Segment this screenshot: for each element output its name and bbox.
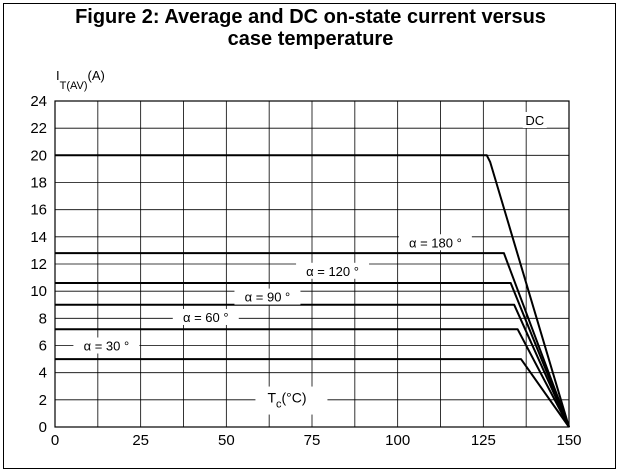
x-tick-label: 0 <box>51 432 59 449</box>
x-axis-label-bg <box>255 386 328 415</box>
series-line-0 <box>55 154 570 428</box>
annotation-bg <box>398 234 472 251</box>
x-axis-label-main: T <box>267 390 276 406</box>
series-line-5 <box>55 358 570 428</box>
figure-title-line-1: Figure 2: Average and DC on-state curren… <box>75 6 546 28</box>
y-tick-label: 2 <box>39 392 47 409</box>
annotation-label: α = 30 ° <box>84 339 130 354</box>
x-tick-label: 100 <box>385 432 410 449</box>
annotation-label: α = 90 ° <box>245 290 291 305</box>
x-axis-label: Tc(°C) <box>267 390 306 411</box>
y-tick-label: 0 <box>39 419 47 436</box>
y-axis-label-unit: (A) <box>88 68 105 83</box>
x-tick-label: 75 <box>304 432 321 449</box>
annotation-label: α = 180 ° <box>409 235 462 250</box>
figure-title-line-2: case temperature <box>227 28 394 50</box>
series-line-2 <box>55 282 570 428</box>
axis-labels: IT(AV)(A) <box>56 68 105 92</box>
x-axis-label-sub: c <box>276 399 282 411</box>
series-lines <box>55 154 570 428</box>
y-tick-label: 24 <box>30 93 47 110</box>
y-tick-label: 22 <box>30 120 47 137</box>
y-tick-label: 4 <box>39 365 47 382</box>
y-axis-label: IT(AV)(A) <box>56 68 105 92</box>
y-tick-label: 6 <box>39 338 47 355</box>
plot-border <box>54 100 570 428</box>
y-tick-label: 18 <box>30 175 47 192</box>
series-line-3 <box>55 303 570 428</box>
annotation-bg <box>522 112 547 129</box>
annotation-bg <box>73 337 140 354</box>
y-tick-label: 16 <box>30 202 47 219</box>
annotations: DC α = 180 ° α = 120 ° α = 90 ° α = 60 ° α = … <box>73 112 547 415</box>
x-tick-label: 125 <box>471 432 496 449</box>
x-tick-label: 150 <box>556 432 581 449</box>
annotation-bg <box>234 288 301 305</box>
x-tick-label: 25 <box>132 432 149 449</box>
annotation-label: DC <box>525 113 544 128</box>
y-tick-label: 14 <box>30 229 47 246</box>
y-tick-label: 8 <box>39 310 47 327</box>
annotation-bg <box>172 308 239 325</box>
annotation-label: α = 120 ° <box>306 264 359 279</box>
y-axis-label-sub: T(AV) <box>60 80 88 92</box>
series-line-1 <box>55 252 570 428</box>
y-tick-label: 10 <box>30 283 47 300</box>
x-tick-label: 50 <box>218 432 235 449</box>
y-axis-label-main: I <box>56 68 60 83</box>
figure-title: Figure 2: Average and DC on-state curren… <box>0 6 621 50</box>
y-tick-label: 20 <box>30 147 47 164</box>
series-line-4 <box>55 328 570 428</box>
x-axis-label-unit: (°C) <box>282 390 307 406</box>
y-tick-label: 12 <box>30 256 47 273</box>
annotation-label: α = 60 ° <box>183 310 229 325</box>
annotation-bg <box>296 262 370 279</box>
